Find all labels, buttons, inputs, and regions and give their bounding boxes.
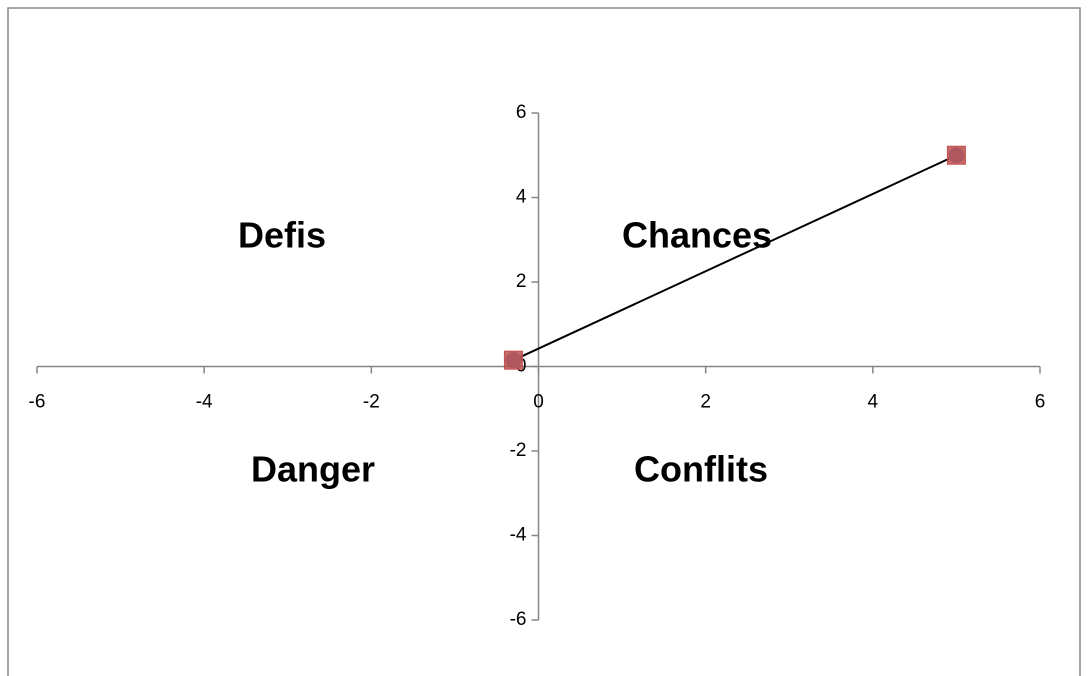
y-tick-label: 6: [516, 102, 527, 123]
x-tick-label: -4: [196, 392, 213, 413]
y-tick-label: -4: [510, 525, 527, 546]
x-tick-label: 0: [533, 392, 544, 413]
x-tick-label: -6: [29, 392, 46, 413]
quadrant-label: Defis: [238, 215, 326, 256]
series-line: [513, 154, 957, 362]
y-tick-label: 2: [516, 271, 527, 292]
quadrant-label: Conflits: [634, 449, 768, 490]
marker: [503, 350, 523, 370]
y-tick-label: -2: [510, 440, 527, 461]
y-tick-label: -6: [510, 609, 527, 630]
x-tick-label: 2: [700, 392, 711, 413]
x-tick-label: -2: [363, 392, 380, 413]
quadrant-label: Danger: [251, 449, 375, 490]
x-tick-label: 4: [868, 392, 879, 413]
chart-border: [7, 7, 1081, 676]
quadrant-label: Chances: [622, 215, 772, 256]
x-tick-label: 6: [1035, 392, 1046, 413]
y-tick-label: 4: [516, 187, 527, 208]
marker: [946, 145, 966, 165]
